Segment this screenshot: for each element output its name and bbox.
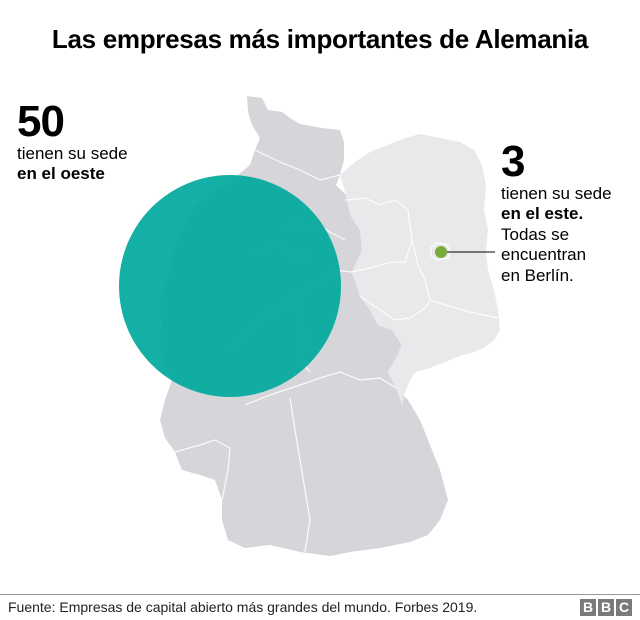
east-count: 3: [501, 137, 525, 186]
east-line5: en Berlín.: [501, 265, 574, 285]
footer-divider: [0, 594, 640, 595]
east-line3: Todas se: [501, 224, 570, 244]
chart-title: Las empresas más importantes de Alemania: [51, 24, 589, 54]
bbc-logo-b1: B: [580, 599, 596, 616]
west-line2: en el oeste: [17, 164, 105, 184]
berlin-outline: [430, 242, 451, 261]
east-line2: en el este.: [501, 204, 584, 224]
west-count: 50: [17, 97, 65, 146]
east-stat: 3 tienen su sede en el este. Todas se en…: [501, 140, 612, 286]
west-line1: tienen su sede: [17, 144, 128, 163]
bbc-logo: B B C: [580, 599, 632, 616]
berlin-dot: [435, 246, 447, 258]
west-stat: 50 tienen su sede en el oeste: [17, 100, 128, 185]
east-line4: encuentran: [501, 245, 587, 265]
bbc-logo-b2: B: [598, 599, 614, 616]
bbc-logo-c: C: [616, 599, 632, 616]
source-note: Fuente: Empresas de capital abierto más …: [8, 599, 478, 615]
west-companies-circle: [119, 175, 341, 397]
east-line1: tienen su sede: [501, 184, 612, 203]
